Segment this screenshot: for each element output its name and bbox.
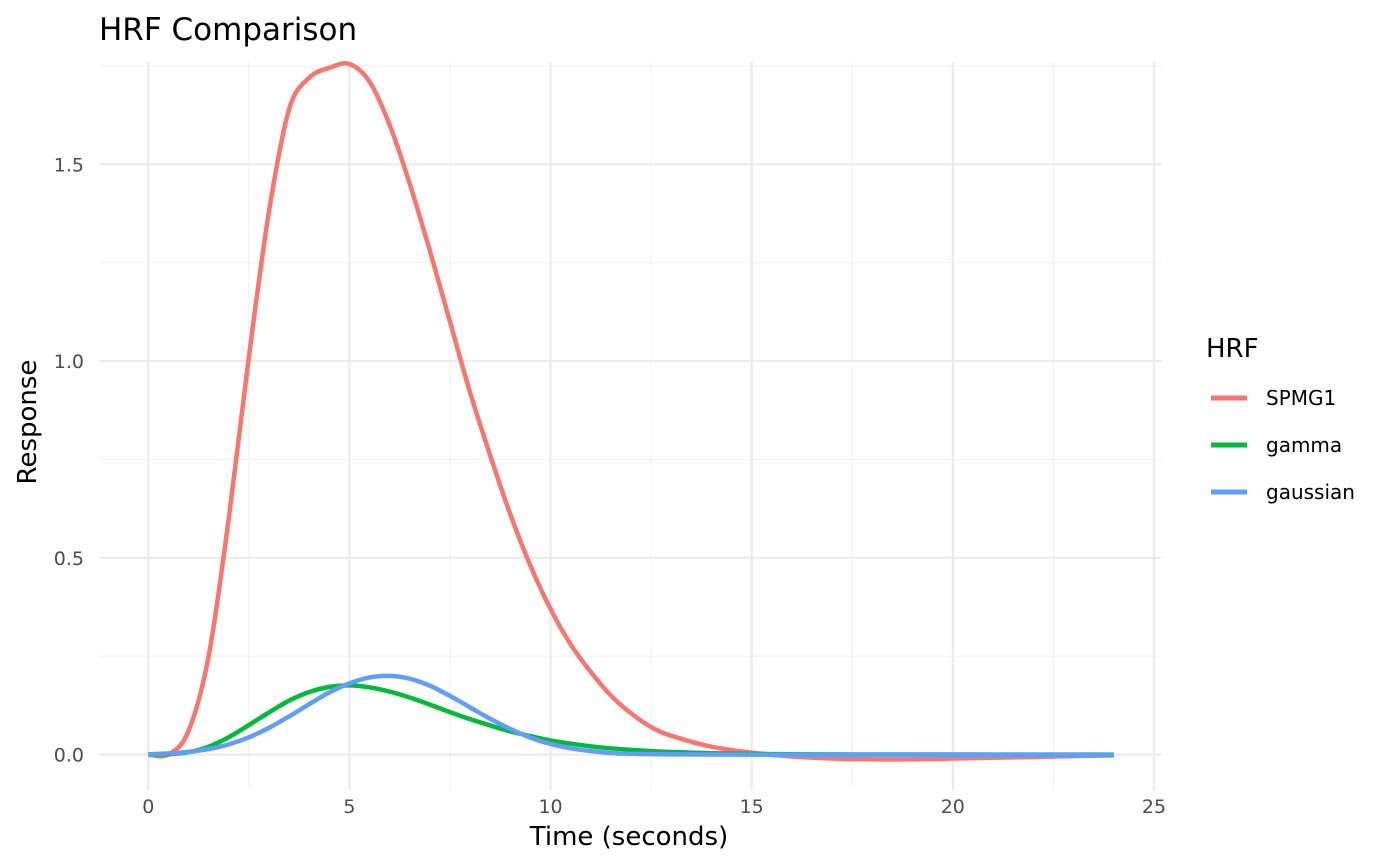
legend-label-spmg1: SPMG1 xyxy=(1266,386,1336,410)
legend-label-gaussian: gaussian xyxy=(1266,480,1355,504)
series-line-gamma xyxy=(148,683,1114,757)
y-tick-label: 0.0 xyxy=(54,745,84,767)
x-tick-label: 0 xyxy=(142,796,154,818)
series-line-gaussian xyxy=(148,673,1114,757)
y-tick-label: 1.5 xyxy=(54,154,84,176)
x-tick-label: 10 xyxy=(538,796,562,818)
x-tick-label: 5 xyxy=(343,796,355,818)
y-tick-label: 0.5 xyxy=(54,548,84,570)
legend: HRF SPMG1 gamma gaussian xyxy=(1206,334,1355,504)
legend-label-gamma: gamma xyxy=(1266,433,1342,457)
chart-title: HRF Comparison xyxy=(99,12,357,48)
series-line-spmg1 xyxy=(148,61,1114,762)
x-axis-ticks: 0 5 10 15 20 25 xyxy=(142,796,1166,818)
y-tick-label: 1.0 xyxy=(54,351,84,373)
legend-items: SPMG1 gamma gaussian xyxy=(1211,386,1355,504)
series-lines xyxy=(148,61,1114,762)
x-tick-label: 25 xyxy=(1142,796,1166,818)
legend-title: HRF xyxy=(1206,334,1259,364)
x-tick-label: 15 xyxy=(740,796,764,818)
minor-gridlines xyxy=(100,62,1162,790)
x-tick-label: 20 xyxy=(941,796,965,818)
major-gridlines xyxy=(100,62,1162,790)
y-axis-ticks: 0.0 0.5 1.0 1.5 xyxy=(54,154,84,766)
x-axis-title: Time (seconds) xyxy=(529,822,728,852)
y-axis-title: Response xyxy=(13,360,43,485)
